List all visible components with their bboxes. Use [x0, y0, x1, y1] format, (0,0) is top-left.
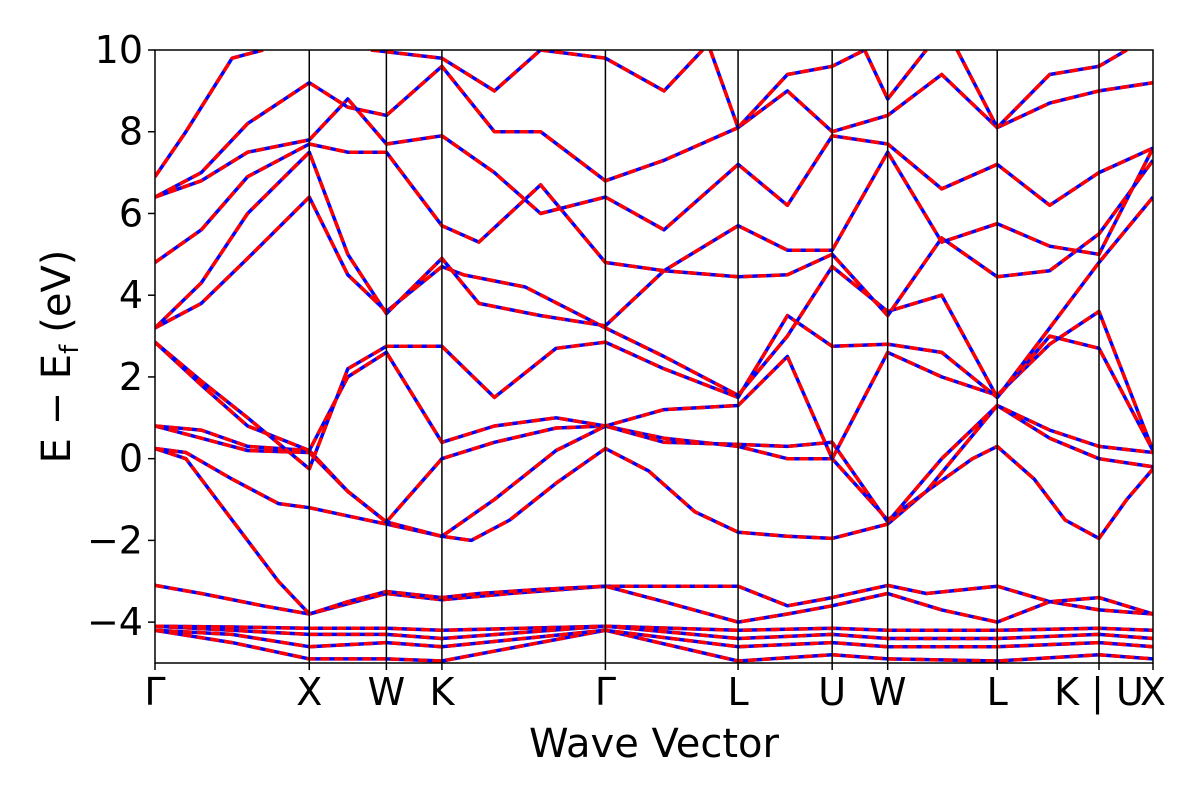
- band-line-red-3: [155, 624, 1153, 633]
- band-line-red-6: [155, 444, 1153, 543]
- band-line-red-16: [155, 50, 264, 178]
- y-tick-label-4: 4: [119, 273, 143, 317]
- band-line-red-2: [155, 624, 1153, 641]
- band-line-red-12: [155, 150, 1153, 330]
- y-tick-label-7: 10: [95, 28, 143, 72]
- band-line-red-17: [370, 50, 542, 93]
- band-line-red-15: [155, 64, 1153, 199]
- x-tick-label-2: W: [368, 670, 406, 714]
- y-axis-title-main: E − E: [34, 354, 80, 464]
- kpoint-lines: [308, 50, 1100, 663]
- y-tick-label-1: −2: [87, 518, 143, 562]
- y-tick-label-0: −4: [87, 600, 143, 644]
- band-line-blue-16: [155, 50, 264, 178]
- band-line-blue-18: [540, 50, 704, 93]
- axes-frame: [154, 49, 1154, 664]
- y-axis-title-unit: (eV): [34, 250, 80, 333]
- x-tick-label-8: L: [987, 670, 1008, 714]
- band-line-red-8: [155, 403, 1153, 524]
- band-line-red-11: [155, 195, 1153, 400]
- y-tick-label-3: 2: [119, 355, 143, 399]
- y-tick-label-6: 8: [119, 110, 143, 154]
- y-tick-label-2: 0: [119, 437, 143, 481]
- band-line-red-21: [955, 50, 1128, 130]
- x-tick-label-0: Γ: [144, 670, 165, 714]
- band-line-blue-10: [155, 313, 1153, 471]
- band-line-red-14: [155, 97, 1153, 232]
- band-line-red-7: [155, 403, 1153, 539]
- x-tick-label-1: X: [296, 670, 322, 714]
- x-tick-label-7: W: [869, 670, 907, 714]
- y-axis-title-sub: f: [55, 344, 85, 354]
- band-line-blue-7: [155, 403, 1153, 539]
- x-tick-label-5: L: [727, 670, 748, 714]
- y-axis: −4 −2 0 2 4 6 8 10: [87, 28, 155, 644]
- band-line-blue-6: [155, 444, 1153, 543]
- band-line-red-18: [540, 50, 704, 93]
- band-line-blue-12: [155, 150, 1153, 330]
- band-line-red-10: [155, 313, 1153, 471]
- band-line-red-20: [863, 50, 928, 101]
- band-line-red-19: [708, 50, 866, 130]
- bands-layer: [155, 50, 1153, 663]
- band-line-red-0: [155, 628, 1153, 663]
- y-axis-title: E − Ef (eV): [34, 250, 85, 464]
- x-tick-label-6: U: [818, 670, 846, 714]
- y-tick-label-5: 6: [119, 191, 143, 235]
- band-line-red-13: [155, 142, 1153, 273]
- band-line-red-9: [155, 309, 1153, 461]
- x-tick-label-4: Γ: [595, 670, 616, 714]
- x-tick-label-9: K | U: [1054, 670, 1144, 715]
- x-tick-label-3: K: [429, 670, 455, 714]
- x-tick-label-10: X: [1140, 670, 1166, 714]
- band-line-red-5: [155, 446, 1153, 624]
- band-line-red-1: [155, 628, 1153, 649]
- x-axis-title: Wave Vector: [529, 721, 780, 767]
- plot-area: [154, 49, 1154, 664]
